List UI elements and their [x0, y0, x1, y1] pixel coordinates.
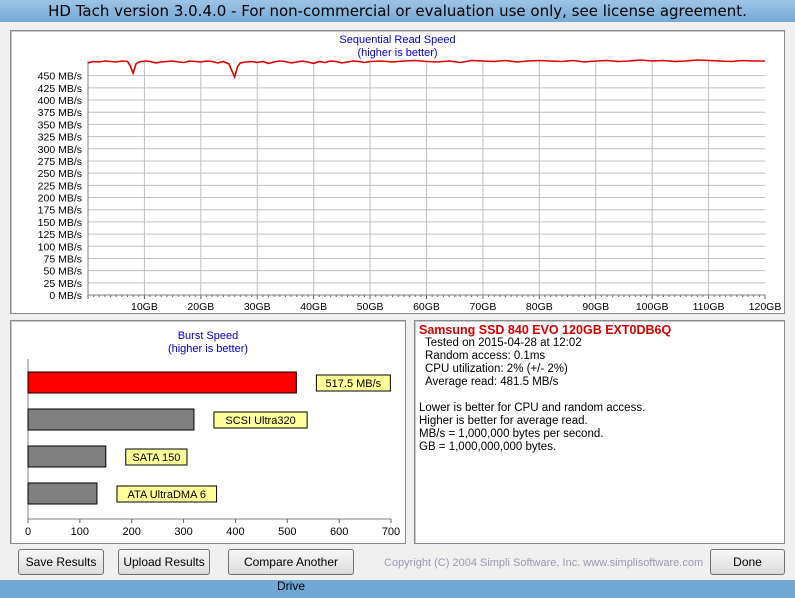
burst-chart-title: Burst Speed: [177, 330, 239, 342]
burst-bar-label: SATA 150: [125, 448, 188, 466]
burst-label-box: [116, 485, 218, 503]
y-tick-label: 350 MB/s: [38, 119, 82, 131]
x-tick-label: 60GB: [413, 301, 440, 313]
x-tick-label: 400: [226, 526, 244, 538]
burst-label-box: [213, 411, 308, 429]
x-tick-label: 70GB: [469, 301, 496, 313]
burst-bar-label: SCSI Ultra320: [213, 411, 308, 429]
x-tick-label: 10GB: [131, 301, 158, 313]
x-tick-label: 20GB: [187, 301, 214, 313]
main-window: Sequential Read Speed (higher is better)…: [0, 22, 795, 593]
x-tick-label: 100GB: [636, 301, 669, 313]
results-info-panel: Samsung SSD 840 EVO 120GB EXT0DB6Q Teste…: [414, 320, 785, 544]
burst-bar-reference: [27, 445, 107, 468]
y-tick-label: 100 MB/s: [38, 241, 82, 253]
random-access: Random access: 0.1ms: [425, 350, 546, 362]
y-tick-label: 150 MB/s: [38, 217, 82, 229]
y-tick-label: 375 MB/s: [38, 107, 82, 119]
y-tick-label: 450 MB/s: [38, 71, 82, 83]
y-tick-label: 300 MB/s: [38, 144, 82, 156]
burst-label-text: SCSI Ultra320: [225, 415, 295, 427]
burst-bar-reference: [27, 408, 195, 431]
x-tick-label: 100: [71, 526, 89, 538]
x-tick-label: 90GB: [582, 301, 609, 313]
copyright-text: Copyright (C) 2004 Simpli Software, Inc.…: [384, 557, 704, 569]
x-tick-label: 50GB: [357, 301, 384, 313]
x-tick-label: 40GB: [300, 301, 327, 313]
upload-results-button[interactable]: Upload Results: [118, 549, 210, 575]
x-tick-label: 110GB: [693, 301, 725, 313]
drive-name: Samsung SSD 840 EVO 120GB EXT0DB6Q: [419, 323, 672, 337]
burst-chart-subtitle: (higher is better): [167, 343, 249, 355]
x-tick-label: 500: [278, 526, 296, 538]
burst-label-box: [315, 374, 391, 392]
burst-label-text: SATA 150: [132, 452, 180, 464]
read-speed-line: [87, 59, 765, 80]
y-tick-label: 400 MB/s: [38, 95, 82, 107]
sequential-read-panel: Sequential Read Speed (higher is better)…: [10, 30, 785, 314]
title-bar[interactable]: HD Tach version 3.0.4.0 - For non-commer…: [0, 0, 795, 22]
tested-date: Tested on 2015-04-28 at 12:02: [425, 337, 582, 349]
burst-bar-label: ATA UltraDMA 6: [116, 485, 218, 503]
x-tick-label: 120GB: [749, 301, 782, 313]
save-results-button[interactable]: Save Results: [18, 549, 104, 575]
sequential-chart-subtitle: (higher is better): [357, 47, 438, 59]
x-tick-label: 0: [25, 526, 31, 538]
x-tick-label: 600: [330, 526, 348, 538]
note-line: Higher is better for average read.: [419, 415, 588, 427]
x-tick-label: 300: [174, 526, 192, 538]
y-tick-label: 125 MB/s: [38, 229, 82, 241]
done-button[interactable]: Done: [710, 549, 785, 575]
y-tick-label: 325 MB/s: [38, 132, 82, 144]
y-tick-label: 175 MB/s: [38, 205, 82, 217]
x-tick-label: 80GB: [526, 301, 553, 313]
y-tick-label: 0 MB/s: [49, 290, 82, 302]
y-tick-label: 75 MB/s: [43, 253, 82, 265]
average-read: Average read: 481.5 MB/s: [425, 376, 559, 388]
burst-bar-reference: [27, 482, 98, 505]
cpu-utilization: CPU utilization: 2% (+/- 2%): [425, 363, 568, 375]
y-tick-label: 275 MB/s: [38, 156, 82, 168]
burst-label-box: [125, 448, 188, 466]
note-line: MB/s = 1,000,000 bytes per second.: [419, 428, 604, 440]
window-title: HD Tach version 3.0.4.0 - For non-commer…: [48, 2, 747, 20]
note-line: Lower is better for CPU and random acces…: [419, 402, 646, 414]
y-tick-label: 250 MB/s: [38, 168, 82, 180]
y-tick-label: 25 MB/s: [43, 278, 82, 290]
y-tick-label: 425 MB/s: [38, 83, 82, 95]
burst-speed-panel: Burst Speed (higher is better) 0 100 200 30…: [10, 320, 406, 544]
burst-label-text: ATA UltraDMA 6: [128, 489, 206, 501]
note-line: GB = 1,000,000,000 bytes.: [419, 441, 557, 453]
y-tick-label: 225 MB/s: [38, 180, 82, 192]
burst-label-text: 517.5 MB/s: [326, 378, 382, 390]
y-tick-label: 200 MB/s: [38, 193, 82, 205]
burst-bar-current: [27, 371, 297, 394]
y-tick-label: 50 MB/s: [43, 266, 82, 278]
x-tick-label: 700: [382, 526, 400, 538]
burst-bar-label: 517.5 MB/s: [315, 374, 391, 392]
burst-speed-chart: 0 100 200 300 400 500 600 700 517.5 MB/s SCSI Ult…: [25, 359, 400, 538]
x-tick-label: 30GB: [244, 301, 271, 313]
compare-another-drive-button[interactable]: Compare Another Drive: [228, 549, 354, 593]
sequential-chart-title: Sequential Read Speed: [339, 34, 456, 46]
x-tick-label: 200: [123, 526, 141, 538]
